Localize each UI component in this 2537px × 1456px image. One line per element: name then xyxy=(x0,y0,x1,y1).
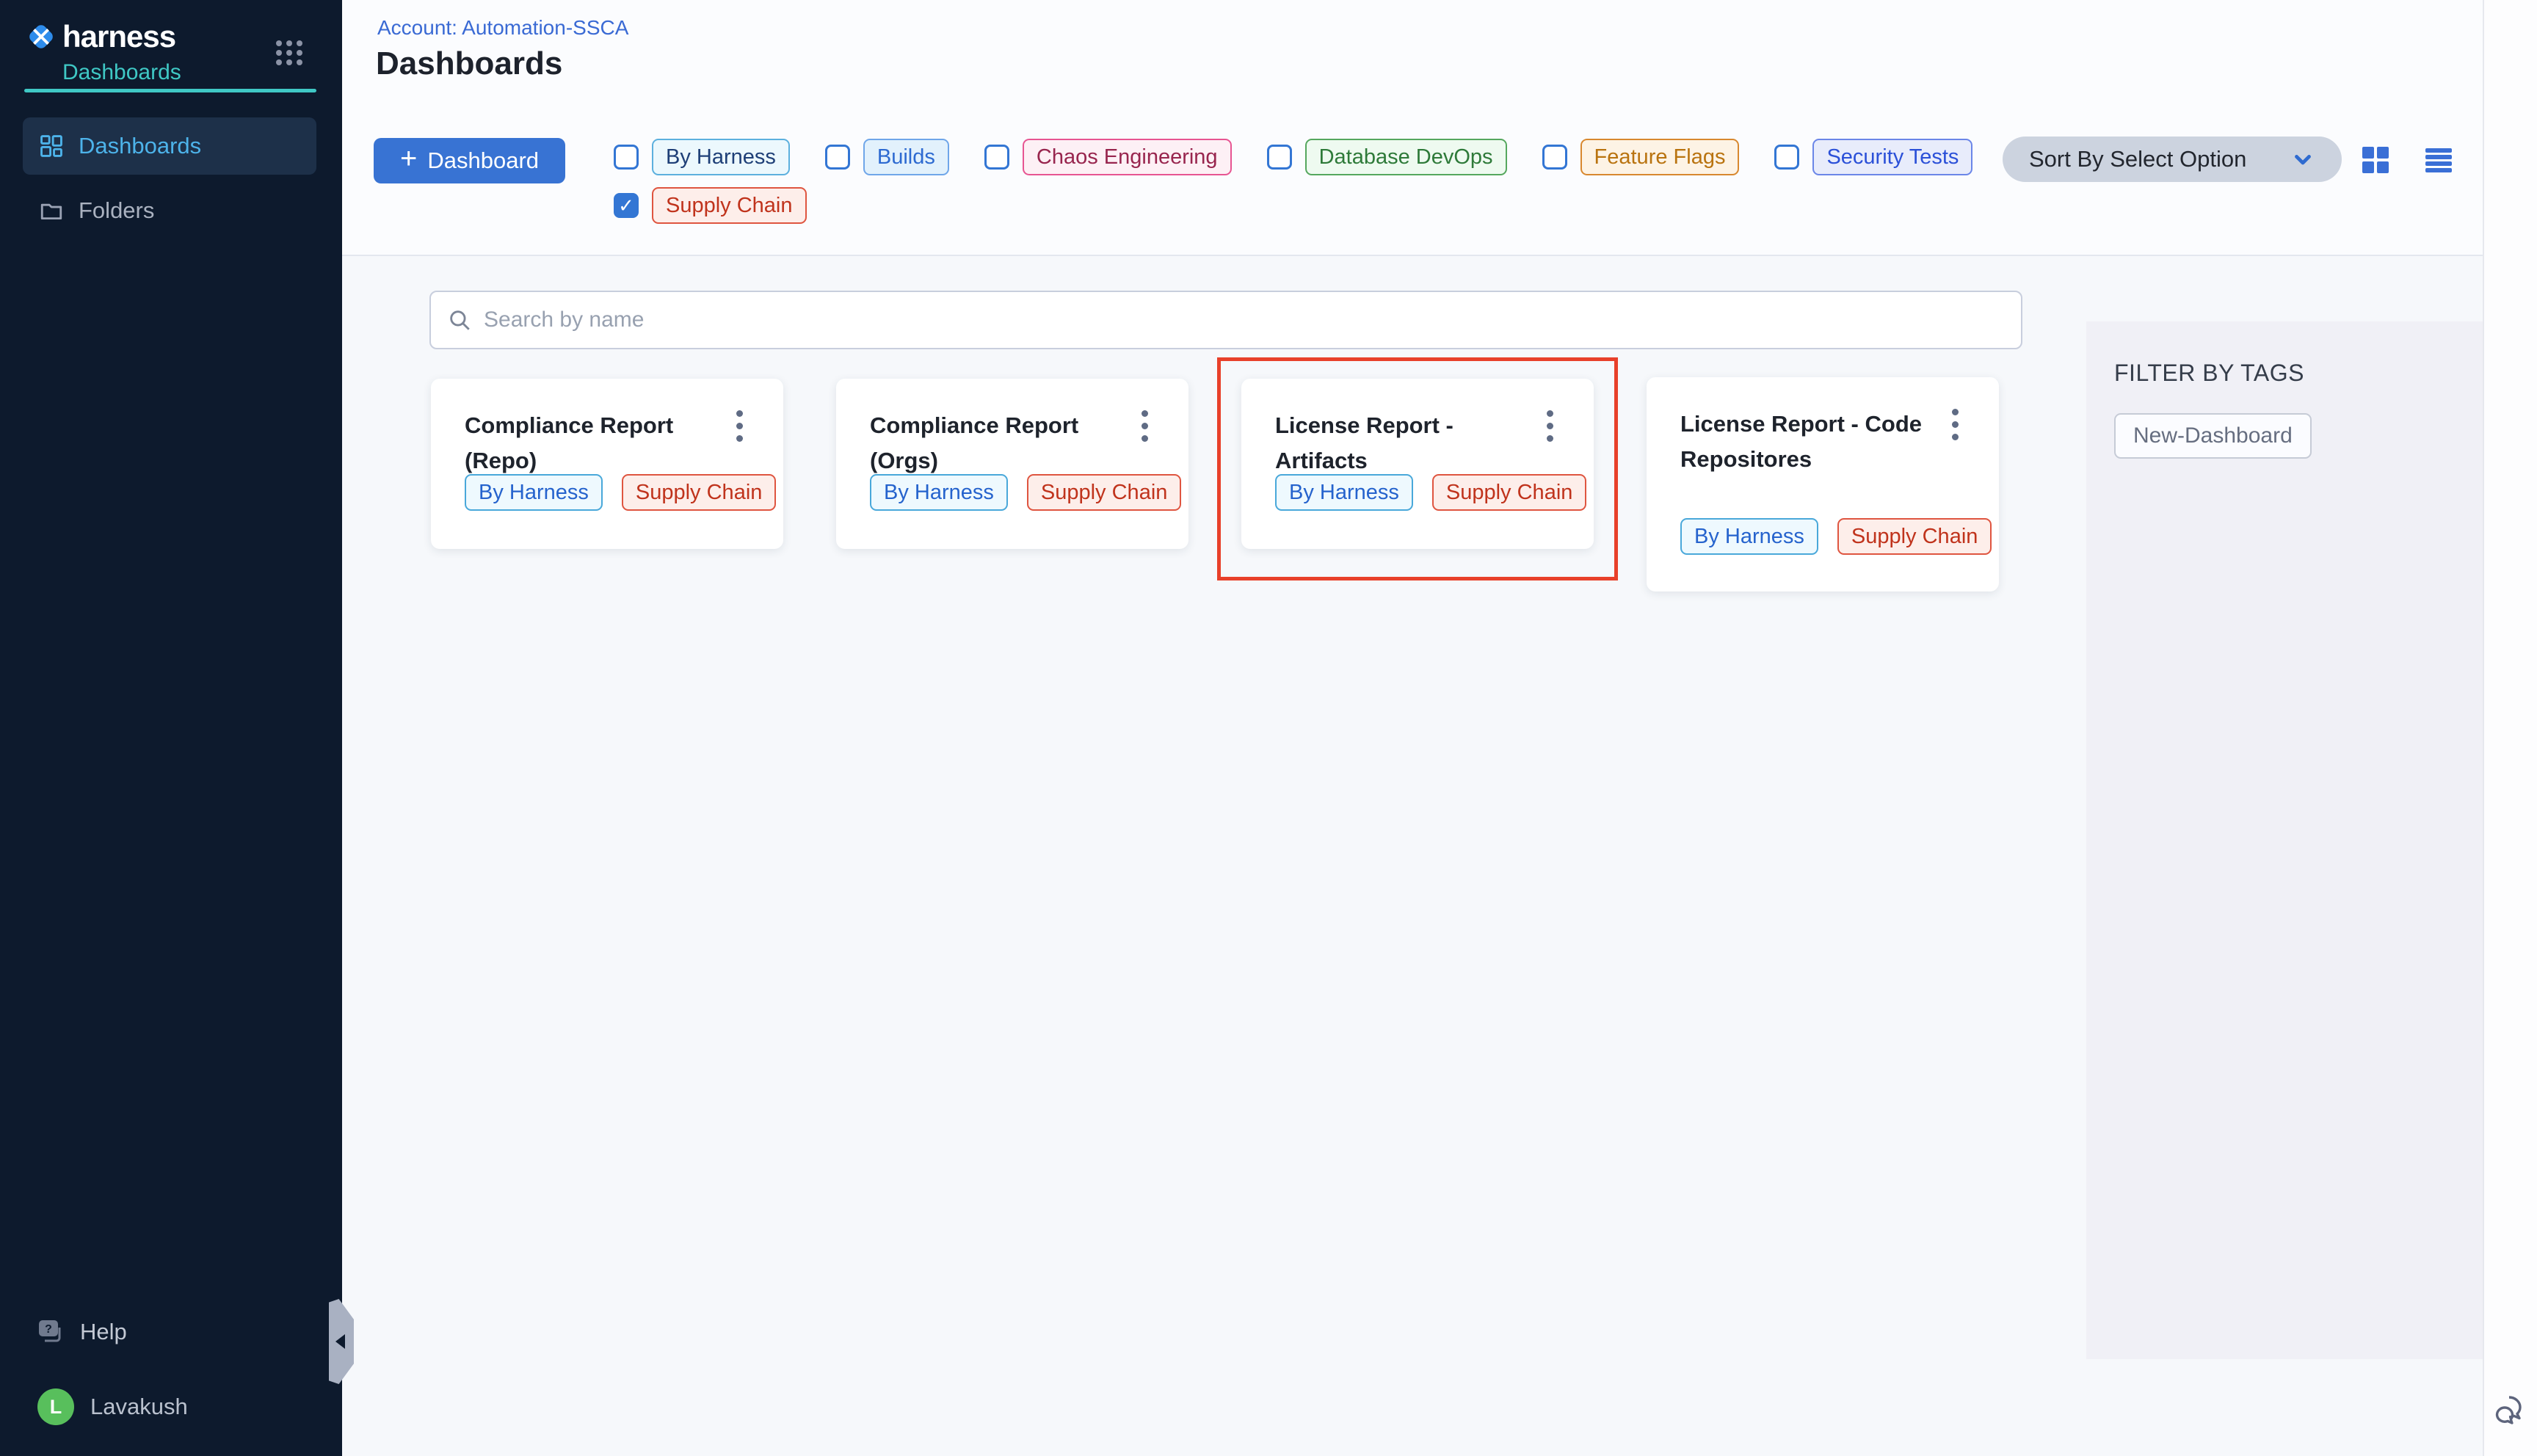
filter-item-security-tests: Security Tests xyxy=(1774,139,1973,175)
card-menu-kebab-icon[interactable] xyxy=(1535,404,1564,448)
sidebar-item-label: Dashboards xyxy=(79,133,202,159)
card-menu-kebab-icon[interactable] xyxy=(1130,404,1159,448)
filter-tag-builds[interactable]: Builds xyxy=(863,139,949,175)
card-tag-supply-chain: Supply Chain xyxy=(621,474,777,511)
module-label: Dashboards xyxy=(62,60,181,84)
search-icon xyxy=(450,310,470,330)
filter-item-builds: Builds xyxy=(824,139,949,175)
filter-tag-database-devops[interactable]: Database DevOps xyxy=(1304,139,1507,175)
filter-checkbox-group: By Harness Builds Chaos Engineering Data… xyxy=(614,138,2155,235)
filter-row-1: By Harness Builds Chaos Engineering Data… xyxy=(614,138,2155,176)
card-tags: By Harness Supply Chain xyxy=(1275,474,1587,511)
card-title: License Report - Code Repositores xyxy=(1680,411,1922,472)
checkbox-security-tests[interactable] xyxy=(1774,145,1800,170)
right-rail xyxy=(2483,0,2537,1456)
svg-text:?: ? xyxy=(45,1323,52,1336)
card-menu-kebab-icon[interactable] xyxy=(725,404,754,448)
support-chat-button[interactable] xyxy=(2494,1393,2533,1434)
checkbox-by-harness[interactable] xyxy=(614,145,639,170)
sidebar-item-dashboards[interactable]: Dashboards xyxy=(23,117,316,175)
chevron-down-icon xyxy=(2295,155,2311,165)
card-title: Compliance Report (Orgs) xyxy=(870,412,1079,473)
card-tags: By Harness Supply Chain xyxy=(465,474,777,511)
search-box xyxy=(429,291,2022,349)
avatar-initial: L xyxy=(49,1395,62,1418)
search-input[interactable] xyxy=(484,292,2021,348)
sidebar-item-label: Folders xyxy=(79,197,155,223)
sort-by-label: Sort By Select Option xyxy=(2029,146,2247,172)
sort-by-select[interactable]: Sort By Select Option xyxy=(2003,136,2342,182)
card-tag-by-harness: By Harness xyxy=(465,474,603,511)
new-dashboard-button[interactable]: + Dashboard xyxy=(374,138,566,183)
brand-name: harness xyxy=(62,19,176,54)
folder-icon xyxy=(40,203,62,220)
card-tag-supply-chain: Supply Chain xyxy=(1026,474,1182,511)
filter-tag-supply-chain[interactable]: Supply Chain xyxy=(652,187,807,224)
filter-by-tags-panel: FILTER BY TAGS New-Dashboard xyxy=(2086,321,2483,1359)
avatar: L xyxy=(37,1388,74,1425)
harness-logo-icon xyxy=(29,25,53,48)
filter-by-tags-heading: FILTER BY TAGS xyxy=(2114,360,2304,386)
module-underline xyxy=(24,89,316,92)
card-tag-by-harness: By Harness xyxy=(870,474,1008,511)
page-header: Account: Automation-SSCA Dashboards + Da… xyxy=(342,0,2483,256)
filter-item-database-devops: Database DevOps xyxy=(1266,139,1507,175)
card-menu-kebab-icon[interactable] xyxy=(1940,402,1970,446)
card-tag-by-harness: By Harness xyxy=(1680,518,1818,555)
card-tag-supply-chain: Supply Chain xyxy=(1837,518,1992,555)
help-label: Help xyxy=(80,1319,127,1344)
checkbox-database-devops[interactable] xyxy=(1266,145,1292,170)
list-view-button[interactable] xyxy=(2424,145,2453,175)
dashboard-card-license-report-code-repositores[interactable]: License Report - Code Repositores By Har… xyxy=(1647,377,1999,592)
checkbox-chaos-engineering[interactable] xyxy=(984,145,1009,170)
breadcrumb[interactable]: Account: Automation-SSCA xyxy=(377,16,629,39)
collapse-left-arrow-icon xyxy=(335,1334,345,1349)
user-menu[interactable]: L Lavakush xyxy=(23,1381,316,1433)
dashboards-icon xyxy=(40,135,62,157)
dashboard-card-license-report-artifacts[interactable]: License Report - Artifacts By Harness Su… xyxy=(1241,379,1594,549)
card-tag-by-harness: By Harness xyxy=(1275,474,1413,511)
card-tags: By Harness Supply Chain xyxy=(1680,518,1992,555)
checkbox-supply-chain-checked[interactable] xyxy=(614,193,639,218)
chat-bubbles-icon xyxy=(2495,1396,2522,1424)
user-name: Lavakush xyxy=(90,1394,188,1419)
brand: harness xyxy=(24,19,176,54)
filter-row-2: Supply Chain xyxy=(614,186,2155,225)
grid-view-button[interactable] xyxy=(2361,145,2390,175)
sidebar: harness Dashboards Dashboards Folders xyxy=(0,0,354,1456)
card-title: Compliance Report (Repo) xyxy=(465,412,674,473)
page-title: Dashboards xyxy=(376,46,563,81)
new-dashboard-button-label: Dashboard xyxy=(427,148,540,173)
card-title: License Report - Artifacts xyxy=(1275,412,1453,473)
filter-item-supply-chain: Supply Chain xyxy=(614,187,807,224)
grid-view-icon xyxy=(2362,147,2389,173)
filter-tag-feature-flags[interactable]: Feature Flags xyxy=(1580,139,1740,175)
sidebar-item-folders[interactable]: Folders xyxy=(23,182,316,239)
app-switcher-grid-icon[interactable] xyxy=(275,40,304,66)
card-tags: By Harness Supply Chain xyxy=(870,474,1182,511)
list-view-icon xyxy=(2425,148,2452,172)
filter-item-by-harness: By Harness xyxy=(614,139,790,175)
filter-item-chaos-engineering: Chaos Engineering xyxy=(984,139,1232,175)
card-tag-supply-chain: Supply Chain xyxy=(1431,474,1587,511)
plus-icon: + xyxy=(400,142,418,175)
filter-item-feature-flags: Feature Flags xyxy=(1542,139,1740,175)
dashboard-card-compliance-report-repo[interactable]: Compliance Report (Repo) By Harness Supp… xyxy=(431,379,783,549)
dashboard-card-compliance-report-orgs[interactable]: Compliance Report (Orgs) By Harness Supp… xyxy=(836,379,1188,549)
help-button[interactable]: ? Help xyxy=(23,1306,316,1358)
help-chat-icon: ? xyxy=(39,1320,61,1342)
filter-tag-chaos-engineering[interactable]: Chaos Engineering xyxy=(1022,139,1232,175)
filter-tag-security-tests[interactable]: Security Tests xyxy=(1812,139,1973,175)
filter-tag-by-harness[interactable]: By Harness xyxy=(652,139,790,175)
tag-new-dashboard[interactable]: New-Dashboard xyxy=(2114,413,2312,459)
checkbox-feature-flags[interactable] xyxy=(1542,145,1567,170)
checkbox-builds[interactable] xyxy=(824,145,850,170)
